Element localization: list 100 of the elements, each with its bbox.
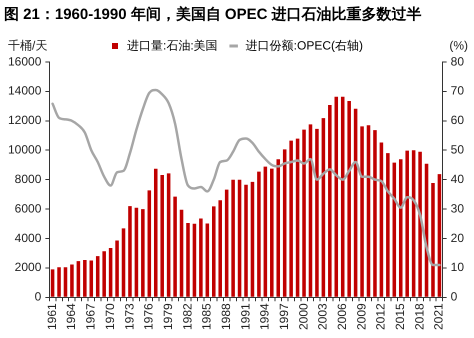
bar	[334, 96, 338, 297]
y-tick-label: 8000	[14, 172, 42, 186]
bar	[57, 267, 61, 297]
x-tick-label: 1997	[277, 302, 292, 330]
y-tick-label: 16000	[8, 54, 42, 68]
bar	[231, 180, 235, 297]
x-tick-label: 2000	[296, 302, 310, 330]
x-tick-label: 1964	[64, 302, 78, 330]
bar	[212, 206, 216, 297]
bar	[264, 166, 268, 297]
bar	[141, 209, 145, 297]
bar	[360, 126, 364, 297]
y-tick-label: 12000	[8, 113, 42, 128]
bar	[347, 100, 351, 297]
bar	[122, 228, 126, 297]
y2-axis-title: (%)	[449, 38, 468, 52]
bar	[386, 153, 390, 297]
y2-tick-label: 30	[450, 201, 464, 216]
y2-tick-label: 0	[450, 290, 458, 304]
x-tick-label: 1961	[44, 302, 59, 330]
bar	[166, 173, 170, 297]
bar	[308, 124, 312, 297]
bar	[354, 108, 358, 297]
bar	[315, 128, 319, 297]
chart-title: 图 21：1960-1990 年间，美国自 OPEC 进口石油比重多数过半	[4, 5, 422, 24]
bar	[206, 223, 210, 297]
bar	[224, 190, 228, 297]
y-tick-label: 0	[34, 290, 42, 304]
bar	[238, 180, 242, 297]
bar	[244, 184, 248, 297]
y-tick-label: 6000	[14, 201, 42, 216]
x-tick-label: 1970	[102, 302, 117, 330]
bar	[115, 240, 119, 297]
x-tick-label: 1976	[142, 302, 156, 330]
bar	[83, 260, 87, 297]
x-tick-label: 1967	[84, 302, 98, 330]
x-tick-label: 1988	[218, 302, 233, 330]
bar	[218, 200, 222, 297]
bar	[154, 168, 158, 297]
bar	[398, 159, 403, 297]
y2-tick-label: 50	[450, 142, 464, 157]
y2-tick-label: 40	[450, 172, 464, 186]
line-series	[51, 88, 441, 266]
bar	[64, 267, 68, 297]
x-tick-label: 2021	[432, 302, 446, 330]
bar	[134, 208, 138, 297]
bar	[282, 149, 286, 297]
y2-tick-label: 20	[450, 230, 464, 245]
x-tick-label: 1991	[238, 302, 252, 330]
bar	[148, 190, 152, 297]
y-axis-title: 千桶/天	[8, 38, 48, 52]
x-tick-label: 1994	[258, 302, 272, 330]
bar	[302, 130, 306, 297]
bar	[96, 256, 100, 297]
bar	[296, 138, 300, 297]
bar	[173, 196, 177, 297]
bar	[412, 150, 416, 297]
x-tick-label: 2015	[393, 302, 408, 330]
x-tick-label: 2018	[412, 302, 426, 330]
x-tick-label: 2012	[374, 302, 388, 330]
bar	[257, 172, 261, 297]
bar	[328, 104, 332, 297]
y2-tick-label: 70	[450, 84, 464, 98]
bar	[380, 142, 384, 297]
x-tick-label: 1979	[160, 302, 175, 330]
bar	[322, 118, 326, 297]
y2-tick-label: 10	[450, 260, 464, 274]
bar	[192, 224, 196, 297]
y-tick-label: 2000	[14, 260, 42, 274]
x-tick-label: 1973	[122, 302, 136, 330]
bar	[289, 140, 293, 297]
bar	[438, 174, 442, 297]
bar	[366, 125, 370, 297]
y2-tick-label: 60	[450, 113, 464, 128]
x-tick-label: 2003	[316, 302, 330, 330]
legend-label: 进口量:石油:美国	[127, 38, 218, 52]
bar	[392, 162, 396, 297]
bar	[70, 264, 74, 297]
x-tick-label: 2009	[354, 302, 368, 330]
bar	[373, 130, 377, 297]
bar	[276, 159, 280, 297]
bar	[418, 152, 422, 297]
bar	[102, 251, 106, 297]
bar	[186, 223, 190, 297]
bar	[108, 248, 112, 297]
bar	[128, 206, 132, 297]
y-tick-label: 4000	[14, 230, 42, 245]
bar	[50, 269, 54, 297]
bar	[250, 182, 254, 297]
bar	[405, 150, 409, 297]
x-tick-label: 2006	[335, 302, 350, 330]
y-tick-label: 10000	[8, 142, 42, 157]
y2-tick-label: 80	[450, 54, 464, 68]
bar	[180, 210, 184, 297]
bar	[270, 168, 274, 297]
bar	[199, 218, 203, 297]
bar	[424, 164, 428, 297]
bar	[160, 174, 164, 297]
x-tick-label: 1982	[180, 302, 194, 330]
bar	[90, 260, 94, 297]
